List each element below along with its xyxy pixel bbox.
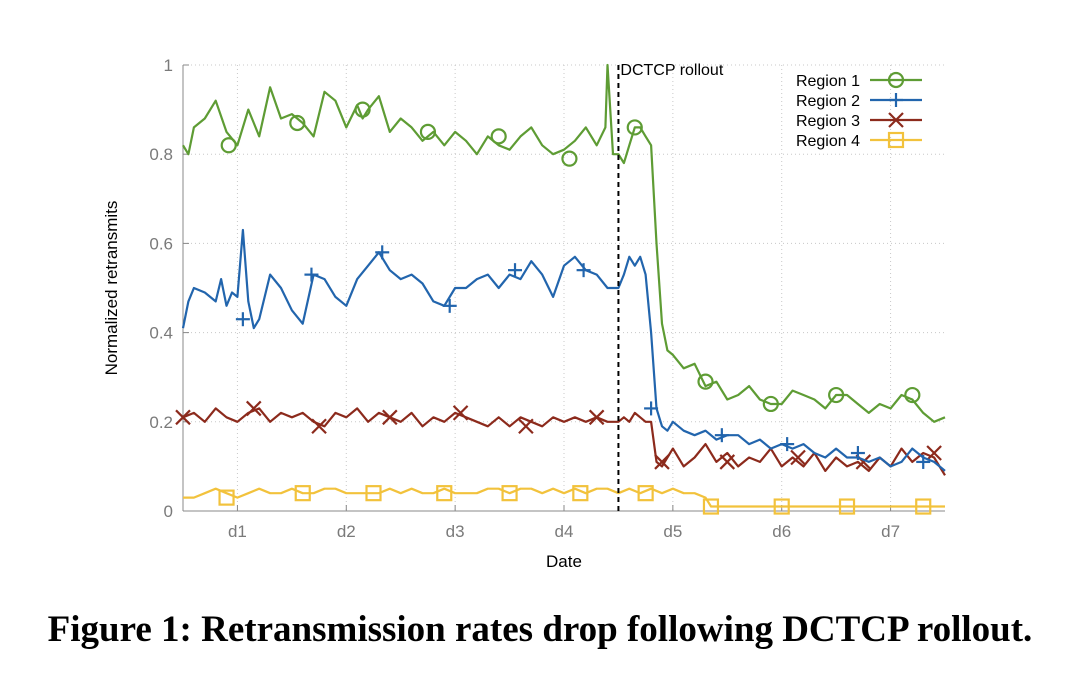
- x-tick-label: d3: [446, 522, 465, 541]
- y-tick-label: 0.2: [149, 413, 173, 432]
- y-axis-label: Normalized retransmits: [102, 201, 121, 376]
- region-1-marker: [697, 373, 714, 390]
- region-3-marker-b: [311, 418, 327, 435]
- region-3-marker-b: [654, 454, 670, 470]
- y-tick-label: 1: [164, 56, 173, 75]
- region-1-marker: [904, 386, 921, 404]
- region-3-line: [182, 407, 946, 476]
- region-3-marker: [926, 445, 942, 461]
- region-2-marker: [442, 298, 457, 313]
- series-lines: [175, 63, 946, 515]
- region-3-marker-b: [719, 454, 736, 470]
- annotations: DCTCP rollout: [617, 62, 724, 511]
- region-2-marker: [508, 263, 523, 278]
- y-tick-label: 0.8: [149, 145, 173, 164]
- region-3-marker-b: [518, 418, 534, 435]
- region-3-marker-b: [588, 409, 605, 426]
- legend-label-region-2: Region 2: [796, 93, 860, 110]
- region-4-marker: [365, 485, 382, 502]
- tick-labels: 0 0.2 0.4 0.6 0.8 1 d1 d2 d3 d4 d5 d6 d7: [149, 56, 900, 541]
- region-4-line: [183, 487, 945, 508]
- region-2-marker: [850, 446, 865, 461]
- region-1-marker: [289, 114, 306, 132]
- region-3-marker-b: [175, 409, 191, 426]
- region-3-marker-b: [382, 409, 398, 426]
- region-4-marker: [218, 489, 235, 506]
- y-tick-label: 0.6: [149, 234, 173, 253]
- region-4-marker: [501, 485, 518, 502]
- caption-prefix: Figure 1:: [47, 609, 192, 650]
- legend-label-region-1: Region 1: [796, 73, 860, 90]
- region-2-marker: [644, 401, 659, 416]
- region-1-marker: [354, 101, 371, 118]
- region-4-marker: [838, 498, 856, 515]
- region-2-marker: [235, 312, 250, 327]
- region-4-marker: [436, 485, 453, 502]
- region-2-marker: [714, 428, 729, 443]
- legend-marker-region-3: [888, 112, 904, 128]
- x-tick-label: d7: [881, 522, 900, 541]
- x-tick-label: d1: [228, 522, 247, 541]
- region-1-line: [182, 63, 946, 423]
- region-3-marker-b: [926, 445, 942, 461]
- region-1-marker: [626, 119, 643, 136]
- region-3-marker: [382, 409, 398, 426]
- region-3-marker: [719, 454, 736, 470]
- region-3-marker: [518, 418, 534, 435]
- region-2-marker: [576, 263, 591, 278]
- region-3-marker: [588, 409, 605, 426]
- retransmits-chart: 0 0.2 0.4 0.6 0.8 1 d1 d2 d3 d4 d5 d6 d7 DCTCP rollo…: [102, 56, 946, 571]
- region-4-marker: [773, 498, 790, 515]
- y-tick-label: 0.4: [149, 324, 173, 343]
- region-3-marker: [175, 409, 191, 426]
- region-4-marker: [294, 485, 311, 502]
- x-tick-label: d2: [337, 522, 356, 541]
- legend-marker-region-4: [887, 131, 905, 149]
- legend-label-region-3: Region 3: [796, 113, 860, 130]
- region-4-marker: [572, 485, 589, 502]
- region-1-marker: [490, 128, 507, 145]
- region-4-marker: [637, 485, 654, 502]
- region-2-line: [181, 228, 946, 472]
- x-tick-label: d4: [555, 522, 574, 541]
- legend-marker-region-3-b: [888, 112, 904, 128]
- region-4-marker: [915, 498, 932, 515]
- region-3-marker: [654, 454, 670, 470]
- x-tick-label: d5: [663, 522, 682, 541]
- region-3-marker-b: [452, 405, 469, 421]
- region-3-marker-b: [855, 454, 872, 470]
- legend-marker-region-1: [887, 71, 905, 89]
- region-2-marker: [304, 267, 319, 282]
- region-3-marker-b: [790, 449, 806, 466]
- region-1-marker: [762, 395, 779, 413]
- grid: [183, 64, 945, 512]
- figure-caption: Figure 1: Retransmission rates drop foll…: [0, 608, 1080, 651]
- region-4-marker: [702, 498, 720, 515]
- region-3-marker: [790, 449, 806, 466]
- region-1-marker: [419, 123, 437, 140]
- region-1-marker: [561, 150, 578, 167]
- y-tick-label: 0: [164, 502, 173, 521]
- region-1-marker: [220, 137, 237, 154]
- x-tick-label: d6: [772, 522, 791, 541]
- region-3-marker: [311, 418, 327, 435]
- region-2-marker: [780, 437, 795, 452]
- region-2-marker: [375, 245, 390, 260]
- legend: Region 1 Region 2 Region 3 Region 4: [796, 71, 922, 150]
- region-1-marker: [828, 386, 845, 404]
- legend-marker-region-2: [889, 93, 903, 107]
- region-3-marker-b: [245, 400, 262, 417]
- region-3-marker: [452, 405, 469, 421]
- region-2-marker: [916, 454, 931, 469]
- rollout-label: DCTCP rollout: [620, 62, 723, 79]
- axes: [182, 64, 945, 512]
- region-3-marker: [245, 400, 262, 417]
- caption-text: Retransmission rates drop following DCTC…: [191, 609, 1033, 650]
- x-axis-label: Date: [546, 552, 582, 571]
- legend-label-region-4: Region 4: [796, 133, 860, 150]
